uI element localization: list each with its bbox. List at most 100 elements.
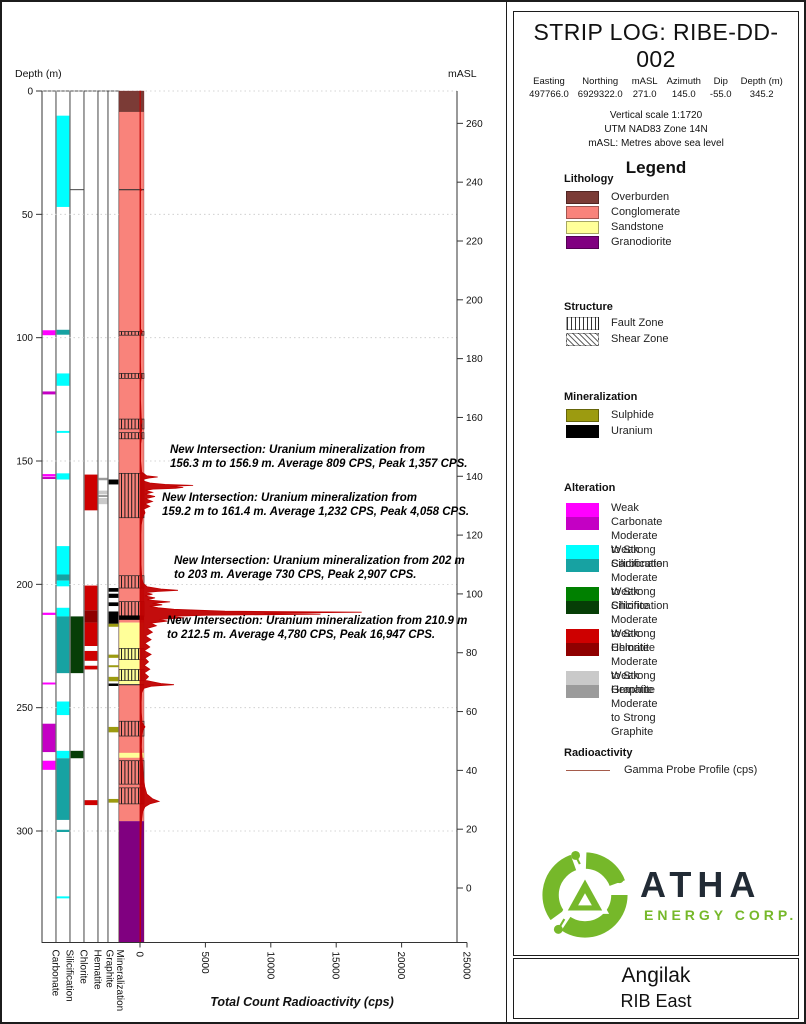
masl-tick-label: 140 [466,472,483,483]
mineralization-sulphide [108,798,119,803]
weak-swatch [566,503,599,517]
legend-lithology-conglomerate-label: Conglomerate [611,206,681,218]
alteration-labels: Weak Carbonate Moderate to Strong Carbona… [611,501,662,571]
collar-field-easting: Easting 497766.0 [529,76,569,102]
mineralization-uranium [108,611,119,624]
alteration-swatch [566,629,599,656]
intersection-annotation-3: New Intersection: Uranium mineralization… [174,554,465,582]
chlorite-segment [70,616,84,674]
collar-fields: Easting 497766.0 Northing 6929322.0 mASL 271.… [514,76,798,102]
legend-mineralization-uranium-label: Uranium [611,425,653,437]
masl-tick-label: 0 [466,884,472,895]
field-value: 271.0 [632,88,657,100]
mineralization-sulphide [108,676,119,682]
hematite-segment [84,474,98,511]
legend-structure-fault-zone-swatch [566,316,599,330]
alteration-swatch [566,671,599,698]
masl-tick-label: 180 [466,354,483,365]
legend-gamma-profile: Gamma Probe Profile (cps) [566,763,757,777]
masl-tick-label: 80 [466,648,478,659]
info-panel: STRIP LOG: RIBE-DD-002 Easting 497766.0 No… [513,11,799,956]
legend-lithology-conglomerate: Conglomerate [566,205,680,219]
legend-lithology-overburden-swatch [566,190,599,204]
masl-tick-label: 220 [466,236,483,247]
legend-mineralization-uranium-swatch [566,424,599,438]
hematite-segment [84,622,98,647]
logo-subtitle: ENERGY CORP. [644,907,798,923]
cps-tick-label: 25000 [461,952,472,980]
silicification-segment [56,329,70,335]
annotation-line: 156.3 m to 156.9 m. Average 809 CPS, Pea… [170,458,468,471]
collar-field-dip: Dip -55.0 [710,76,732,102]
collar-field-depthm: Depth (m) 345.2 [741,76,783,102]
silicification-segment [56,616,70,674]
legend-structure-fault-zone-label: Fault Zone [611,317,664,329]
silicification-segment [56,373,70,386]
depth-tick-label: 250 [16,703,33,714]
intersection-annotation-1: New Intersection: Uranium mineralization… [170,443,467,471]
silicification-segment [56,473,70,480]
field-label: Dip [713,76,728,87]
logo-wordmark: ATHA [640,864,762,905]
masl-tick-label: 100 [466,589,483,600]
masl-tick-label: 20 [466,825,478,836]
annotation-line: 159.2 m to 161.4 m. Average 1,232 CPS, P… [162,506,470,519]
weak-label: Weak Graphite [611,670,654,696]
alteration-labels: Weak Chlorite Moderate to Strong Chlorite [611,585,657,655]
legend-structure-shear-zone: Shear Zone [566,332,668,346]
gamma-label: Gamma Probe Profile (cps) [624,764,758,776]
carbonate-segment [42,474,56,477]
mineralization-uranium [108,683,119,686]
hematite-segment [84,650,98,661]
lithology-heading: Lithology [564,173,614,185]
track-box-graphite [97,90,109,943]
strong-swatch [566,642,599,656]
intersection-annotation-4: New Intersection: Uranium mineralization… [167,614,467,642]
track-box-hematite [83,90,99,943]
footer-box: Angilak RIB East [513,958,799,1019]
field-value: -55.0 [709,88,732,100]
project-name: Angilak [621,964,691,987]
legend-lithology-sandstone: Sandstone [566,220,664,234]
graphite-segment [98,490,108,495]
track-label-mineralization: Mineralization [114,950,125,1012]
hematite-segment [84,585,98,611]
track-label-graphite: Graphite [104,950,115,989]
legend-lithology-sandstone-label: Sandstone [611,221,664,233]
collar-field-masl: mASL 271.0 [632,76,658,102]
field-value: 497766.0 [529,88,569,100]
radioactivity-heading: Radioactivity [564,747,633,759]
weak-swatch [566,587,599,601]
carbonate-segment [42,723,56,753]
silicification-segment [56,574,70,581]
cps-axis-title: Total Count Radioactivity (cps) [210,995,394,1009]
field-label: mASL [631,76,658,87]
track-label-silicification: Silicification [64,950,75,1002]
legend-mineralization-sulphide: Sulphide [566,408,654,422]
title-note-2: UTM NAD83 Zone 14N [604,123,708,135]
annotation-line: New Intersection: Uranium mineralization… [162,492,417,504]
mineralization-uranium [108,588,119,592]
legend-structure-shear-zone-swatch [566,332,599,346]
legend-mineralization-sulphide-label: Sulphide [611,409,654,421]
silicification-segment [56,546,70,575]
legend-heading: Legend [625,158,687,177]
hematite-segment [84,610,98,623]
track-box-mineralization [107,90,120,943]
fault-zone-band [118,373,145,379]
legend-lithology-sandstone-swatch [566,220,599,234]
field-value: 6929322.0 [577,88,623,100]
field-label: Easting [533,76,565,87]
carbonate-segment [42,612,56,615]
silicification-segment [56,115,70,207]
mineralization-uranium [108,593,119,598]
track-box-carbonate [41,90,57,943]
alteration-swatch [566,587,599,614]
mineralization-sulphide [108,665,119,668]
cps-tick-label: 15000 [330,952,341,980]
weak-label: Weak Chlorite [611,586,649,612]
silicification-segment [56,829,70,832]
legend-lithology-granodiorite: Granodiorite [566,235,672,249]
carbonate-segment [42,330,56,336]
alteration-labels: Weak Silicification Moderate to Strong Si… [611,543,668,613]
